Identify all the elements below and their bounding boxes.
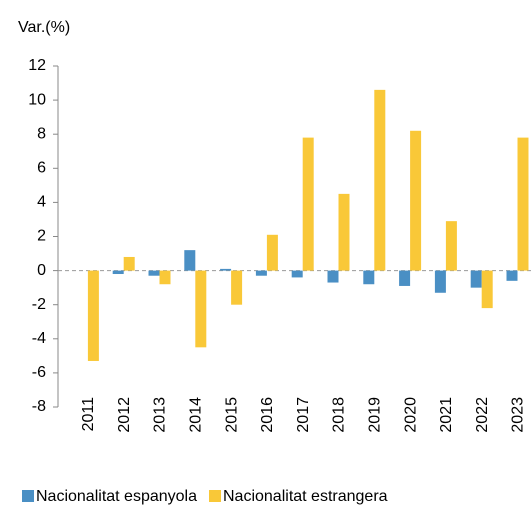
x-tick-label: 2011: [80, 397, 97, 432]
bar: [220, 268, 232, 271]
x-tick-label: 2012: [116, 397, 133, 433]
x-tick-label: 2017: [295, 397, 312, 433]
bar: [291, 270, 303, 278]
y-tick-label: 4: [37, 194, 46, 211]
y-tick-label: -2: [32, 296, 46, 313]
bar: [112, 270, 124, 275]
bar: [302, 137, 314, 271]
y-tick-label: 10: [28, 91, 46, 108]
bar: [399, 270, 411, 286]
bar: [363, 270, 375, 285]
y-tick-label: 12: [28, 57, 46, 74]
bar: [266, 234, 278, 271]
y-axis-label: Var.(%): [18, 19, 70, 36]
bar: [159, 270, 171, 285]
legend-label: Nacionalitat espanyola: [36, 488, 197, 505]
x-tick-label: 2016: [259, 397, 276, 433]
x-tick-label: 2021: [438, 397, 455, 433]
bar: [517, 137, 529, 271]
y-tick-label: -4: [32, 330, 46, 347]
bar: [445, 221, 457, 271]
x-tick-label: 2023: [510, 397, 527, 433]
x-tick-label: 2013: [152, 397, 169, 433]
bar: [410, 130, 422, 271]
legend-swatch: [209, 490, 221, 502]
legend-swatch: [22, 490, 34, 502]
y-tick-label: 6: [37, 160, 46, 177]
y-tick-label: -8: [32, 398, 46, 415]
x-tick-label: 2014: [188, 397, 205, 433]
bar: [184, 250, 196, 271]
bar: [231, 270, 243, 305]
bar: [87, 270, 99, 361]
bar: [195, 270, 207, 348]
x-tick-label: 2019: [367, 397, 384, 433]
x-tick-label: 2020: [402, 397, 419, 433]
bar: [255, 270, 267, 276]
x-tick-label: 2018: [331, 397, 348, 433]
y-tick-label: -6: [32, 364, 46, 381]
bar: [434, 270, 446, 293]
bar: [470, 270, 482, 288]
legend-label: Nacionalitat estrangera: [223, 488, 388, 505]
y-tick-label: 8: [37, 125, 46, 142]
bar: [481, 270, 493, 309]
bar: [338, 193, 350, 271]
y-tick-label: 2: [37, 228, 46, 245]
bar: [374, 89, 386, 271]
bar: [327, 270, 339, 283]
bar: [148, 270, 160, 276]
bar: [506, 270, 518, 281]
y-tick-label: 0: [37, 262, 46, 279]
x-tick-label: 2022: [474, 397, 491, 433]
x-tick-label: 2015: [223, 397, 240, 433]
bar: [123, 256, 135, 271]
